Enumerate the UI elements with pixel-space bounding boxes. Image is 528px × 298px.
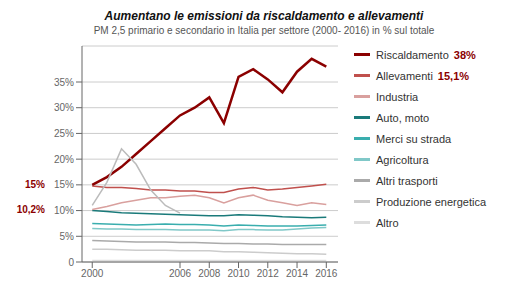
html-text:Riscaldamento 38%: Riscaldamento 38% [376,48,476,61]
svg-text:2014: 2014 [286,268,309,279]
html-text:Produzione energetica: Produzione energetica [376,195,487,208]
svg-text:2008: 2008 [198,268,221,279]
svg-text:2006: 2006 [169,268,192,279]
svg-text:2016: 2016 [315,268,338,279]
html-text:Altri trasporti: Altri trasporti [376,174,438,187]
svg-text:2010: 2010 [227,268,250,279]
html-text:Auto, moto: Auto, moto [376,111,430,124]
svg-text:5%: 5% [60,231,75,242]
svg-text:15%: 15% [25,179,45,190]
svg-text:20%: 20% [54,154,74,165]
svg-text:2000: 2000 [81,268,104,279]
html-text:Industria: Industria [376,90,419,103]
svg-text:30%: 30% [54,102,74,113]
html-text:Altro: Altro [376,216,399,229]
svg-text:2012: 2012 [257,268,280,279]
svg-text:15%: 15% [54,179,74,190]
html-text:Aumentano le emissioni da risc: Aumentano le emissioni da riscaldamento … [104,9,424,23]
html-text:PM 2,5 primario e secondario i: PM 2,5 primario e secondario in Italia p… [93,25,435,36]
svg-text:0: 0 [68,257,74,268]
svg-text:10%: 10% [54,205,74,216]
svg-text:35%: 35% [54,77,74,88]
html-text:Allevamenti 15,1%: Allevamenti 15,1% [376,69,470,82]
svg-text:25%: 25% [54,128,74,139]
svg-text:10,2%: 10,2% [17,204,45,215]
html-text:Agricoltura: Agricoltura [376,153,429,166]
html-text:Merci su strada: Merci su strada [376,132,452,145]
